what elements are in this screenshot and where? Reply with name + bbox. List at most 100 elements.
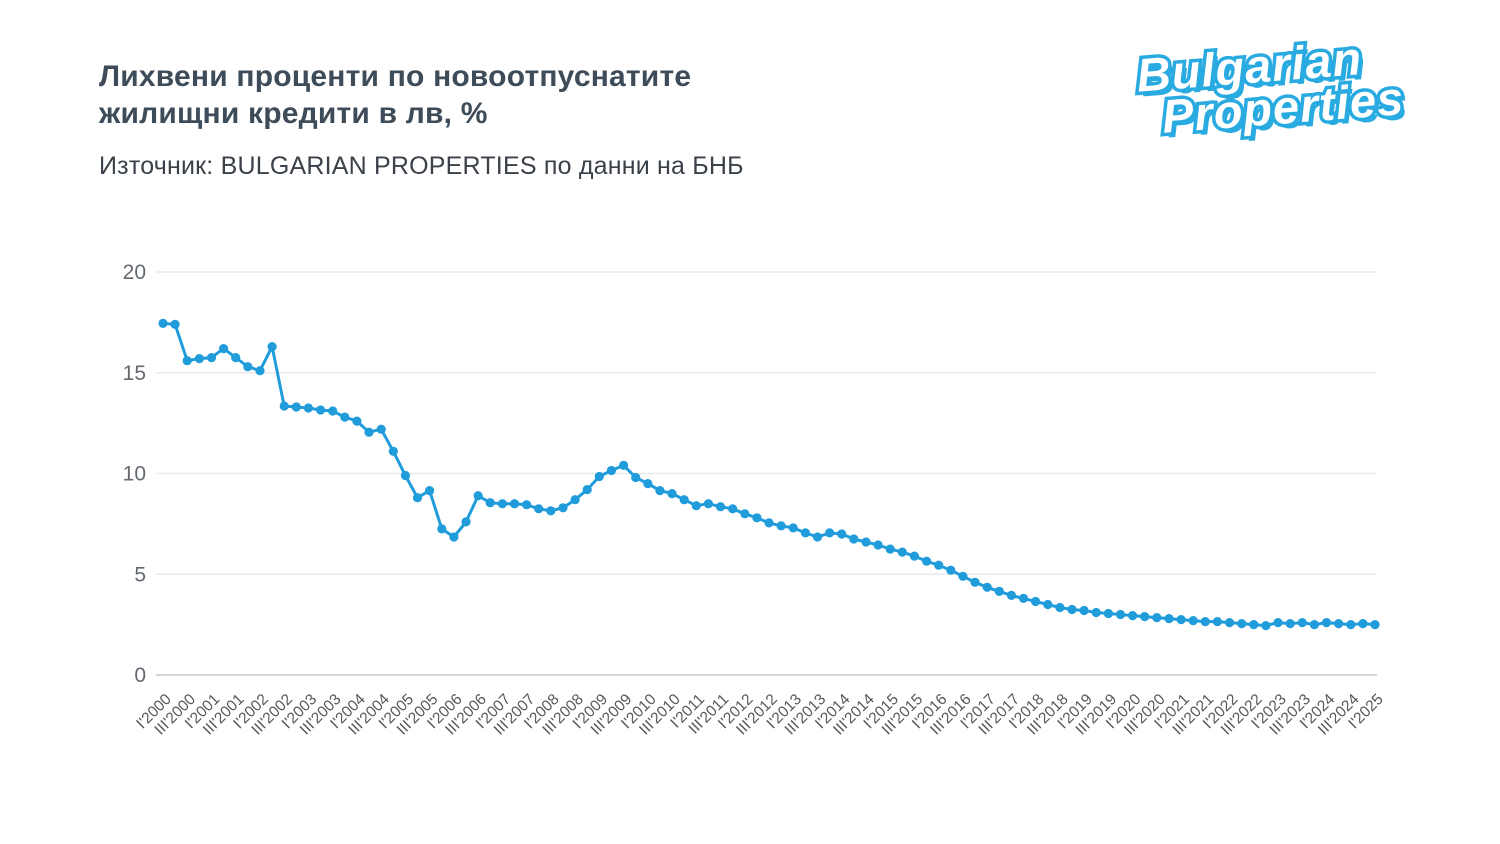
data-point-marker <box>897 547 907 557</box>
data-point-marker <box>522 500 532 510</box>
chart-title-line-2: жилищни кредити в лв, % <box>99 97 488 130</box>
chart-source: Източник: BULGARIAN PROPERTIES по данни … <box>99 152 744 180</box>
data-point-marker <box>922 556 932 566</box>
data-point-marker <box>546 506 556 516</box>
data-point-marker <box>582 485 592 495</box>
data-point-marker <box>340 412 350 422</box>
data-point-marker <box>728 504 738 514</box>
data-point-marker <box>388 446 398 456</box>
data-point-marker <box>703 499 714 509</box>
data-point-marker <box>946 565 956 575</box>
data-point-marker <box>691 501 701 511</box>
data-point-marker <box>837 529 847 539</box>
data-point-marker <box>1140 612 1150 622</box>
data-point-marker <box>1067 604 1077 615</box>
y-axis-tick-label: 15 <box>123 362 146 385</box>
data-point-marker <box>1249 620 1259 630</box>
data-point-marker <box>1031 596 1041 607</box>
data-point-marker <box>631 472 641 483</box>
data-point-marker <box>1285 619 1295 629</box>
data-point-marker <box>328 406 338 416</box>
data-point-marker <box>861 537 871 547</box>
data-point-marker <box>158 318 168 328</box>
data-point-marker <box>667 489 677 499</box>
data-point-marker <box>1358 619 1368 629</box>
data-point-marker <box>800 528 811 538</box>
data-point-marker <box>267 342 277 352</box>
data-point-marker <box>1273 618 1283 628</box>
data-point-marker <box>909 551 920 561</box>
data-point-marker <box>970 577 980 587</box>
data-point-marker <box>473 491 483 501</box>
rate-line <box>161 321 1377 628</box>
data-point-marker <box>1115 609 1126 620</box>
data-point-marker <box>1321 618 1332 628</box>
data-point-marker <box>1128 611 1138 621</box>
data-point-marker <box>364 427 374 437</box>
data-point-marker <box>655 486 665 496</box>
data-point-marker <box>606 465 617 476</box>
data-point-marker <box>1370 620 1380 630</box>
data-point-marker <box>316 405 326 415</box>
data-point-marker <box>291 402 301 412</box>
y-axis-tick-label: 0 <box>134 664 146 687</box>
data-point-marker <box>1079 605 1089 616</box>
data-point-marker <box>934 560 944 570</box>
data-point-marker <box>873 540 883 550</box>
data-point-marker <box>412 493 423 503</box>
data-point-marker <box>849 534 859 544</box>
data-point-marker <box>279 401 289 411</box>
data-point-marker <box>1176 615 1186 625</box>
chart-header: Лихвени проценти по новоотпуснатите жили… <box>99 58 744 181</box>
data-point-marker <box>400 470 410 481</box>
data-point-marker <box>643 479 653 489</box>
data-point-marker <box>219 344 229 354</box>
data-point-marker <box>1018 593 1029 604</box>
data-point-marker <box>449 532 459 542</box>
data-point-marker <box>1309 620 1319 630</box>
data-point-marker <box>534 504 544 514</box>
data-point-marker <box>182 356 192 366</box>
data-point-marker <box>1006 590 1017 601</box>
data-point-marker <box>509 499 520 509</box>
y-axis-tick-label: 10 <box>123 463 146 486</box>
data-point-marker <box>1055 602 1065 613</box>
data-point-marker <box>594 471 604 482</box>
data-point-marker <box>776 521 786 531</box>
data-point-marker <box>303 403 313 413</box>
chart-title: Лихвени проценти по новоотпуснатите жили… <box>99 58 744 132</box>
data-point-marker <box>558 503 568 513</box>
data-point-marker <box>170 319 180 329</box>
data-point-marker <box>255 366 265 376</box>
data-point-marker <box>1346 620 1356 630</box>
data-point-marker <box>1043 599 1053 610</box>
data-point-marker <box>764 518 774 528</box>
data-point-marker <box>715 502 726 512</box>
data-point-marker <box>1164 614 1174 624</box>
data-point-marker <box>1200 617 1210 627</box>
data-point-marker <box>231 353 241 363</box>
data-point-marker <box>194 354 204 364</box>
data-point-marker <box>885 544 895 554</box>
data-point-marker <box>958 571 968 581</box>
data-point-marker <box>206 353 217 363</box>
data-point-marker <box>1237 619 1247 629</box>
data-point-marker <box>1188 616 1198 626</box>
data-point-marker <box>982 582 992 592</box>
data-point-marker <box>752 513 762 523</box>
data-point-marker <box>1334 619 1344 629</box>
data-point-marker <box>812 532 823 542</box>
y-axis-tick-label: 5 <box>134 563 146 586</box>
data-point-marker <box>570 495 580 505</box>
data-point-marker <box>461 517 471 527</box>
y-axis-tick-label: 20 <box>123 261 146 284</box>
data-point-marker <box>1091 607 1101 618</box>
data-point-marker <box>1261 621 1271 631</box>
data-point-marker <box>788 523 798 533</box>
data-point-marker <box>1103 608 1113 619</box>
chart-title-line-1: Лихвени проценти по новоотпуснатите <box>99 60 692 93</box>
data-point-marker <box>679 495 689 505</box>
data-point-marker <box>497 499 507 509</box>
data-point-marker <box>437 524 447 534</box>
